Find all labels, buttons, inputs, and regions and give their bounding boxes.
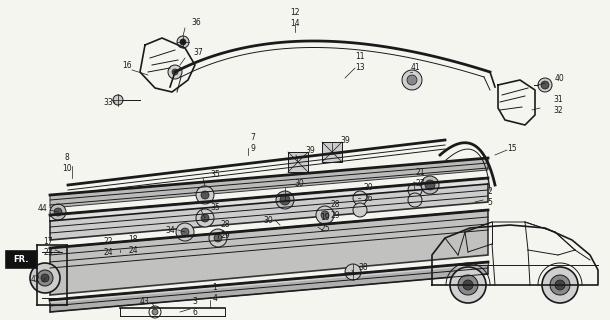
Text: 11
13: 11 13 [355, 52, 365, 72]
Text: 19
25: 19 25 [320, 213, 330, 233]
Circle shape [214, 234, 222, 242]
Text: 42: 42 [30, 276, 40, 284]
Text: 37: 37 [193, 47, 203, 57]
Text: 17
23: 17 23 [43, 237, 53, 257]
Circle shape [345, 264, 361, 280]
Circle shape [550, 275, 570, 295]
Circle shape [37, 270, 53, 286]
Circle shape [181, 228, 189, 236]
Circle shape [321, 211, 329, 219]
Circle shape [402, 70, 422, 90]
Polygon shape [50, 262, 488, 312]
Circle shape [196, 186, 214, 204]
Text: 28
29: 28 29 [330, 200, 340, 220]
Text: 31
32: 31 32 [553, 95, 563, 115]
Text: 30: 30 [263, 215, 273, 225]
Text: 36: 36 [191, 18, 201, 27]
Circle shape [172, 69, 178, 75]
Circle shape [407, 75, 417, 85]
Text: 43: 43 [140, 298, 150, 307]
Text: 35: 35 [210, 203, 220, 212]
Circle shape [542, 267, 578, 303]
Text: 22
24: 22 24 [103, 237, 113, 257]
Text: 39: 39 [305, 146, 315, 155]
Text: 41: 41 [410, 62, 420, 71]
Text: 20
26: 20 26 [363, 183, 373, 203]
Circle shape [209, 229, 227, 247]
Circle shape [276, 191, 294, 209]
Circle shape [177, 36, 189, 48]
Circle shape [555, 280, 565, 290]
Text: 44: 44 [37, 204, 47, 212]
Bar [5, 250, 37, 268]
Circle shape [408, 183, 422, 197]
Circle shape [450, 267, 486, 303]
Circle shape [353, 203, 367, 217]
Circle shape [353, 191, 367, 205]
Circle shape [54, 208, 62, 216]
Text: 21
27: 21 27 [415, 168, 425, 188]
Circle shape [30, 263, 60, 293]
Circle shape [176, 223, 194, 241]
Circle shape [201, 191, 209, 199]
Text: 2
5: 2 5 [487, 187, 492, 207]
Circle shape [316, 206, 334, 224]
Circle shape [408, 193, 422, 207]
Text: 8
10: 8 10 [62, 153, 72, 173]
Circle shape [113, 95, 123, 105]
Polygon shape [50, 263, 488, 303]
Text: 34: 34 [165, 226, 175, 235]
Text: 1
4: 1 4 [212, 283, 217, 303]
Circle shape [41, 274, 49, 282]
Polygon shape [50, 180, 488, 220]
Bar [322, 142, 342, 162]
Circle shape [538, 78, 552, 92]
Text: 38: 38 [358, 262, 368, 271]
Text: FR.: FR. [13, 254, 29, 263]
Polygon shape [50, 158, 488, 208]
Text: 39: 39 [340, 135, 350, 145]
Circle shape [50, 204, 66, 220]
Polygon shape [50, 210, 488, 295]
Bar [288, 152, 308, 172]
Text: 12
14: 12 14 [290, 8, 300, 28]
Circle shape [463, 280, 473, 290]
Circle shape [168, 65, 182, 79]
Circle shape [541, 81, 549, 89]
Circle shape [425, 180, 435, 190]
Text: 33: 33 [103, 98, 113, 107]
Text: 16: 16 [122, 60, 132, 69]
Circle shape [280, 195, 290, 205]
Text: 28
29: 28 29 [220, 220, 230, 240]
Text: 40: 40 [555, 74, 565, 83]
Text: 3
6: 3 6 [193, 297, 198, 317]
Text: 35: 35 [210, 170, 220, 179]
Circle shape [180, 39, 186, 45]
Circle shape [201, 214, 209, 222]
Circle shape [458, 275, 478, 295]
Circle shape [152, 309, 158, 315]
Text: 30: 30 [294, 179, 304, 188]
Text: 18
24: 18 24 [128, 235, 138, 255]
Polygon shape [50, 178, 488, 240]
Text: 7
9: 7 9 [251, 133, 256, 153]
Circle shape [421, 176, 439, 194]
Circle shape [196, 209, 214, 227]
Text: 15: 15 [507, 143, 517, 153]
